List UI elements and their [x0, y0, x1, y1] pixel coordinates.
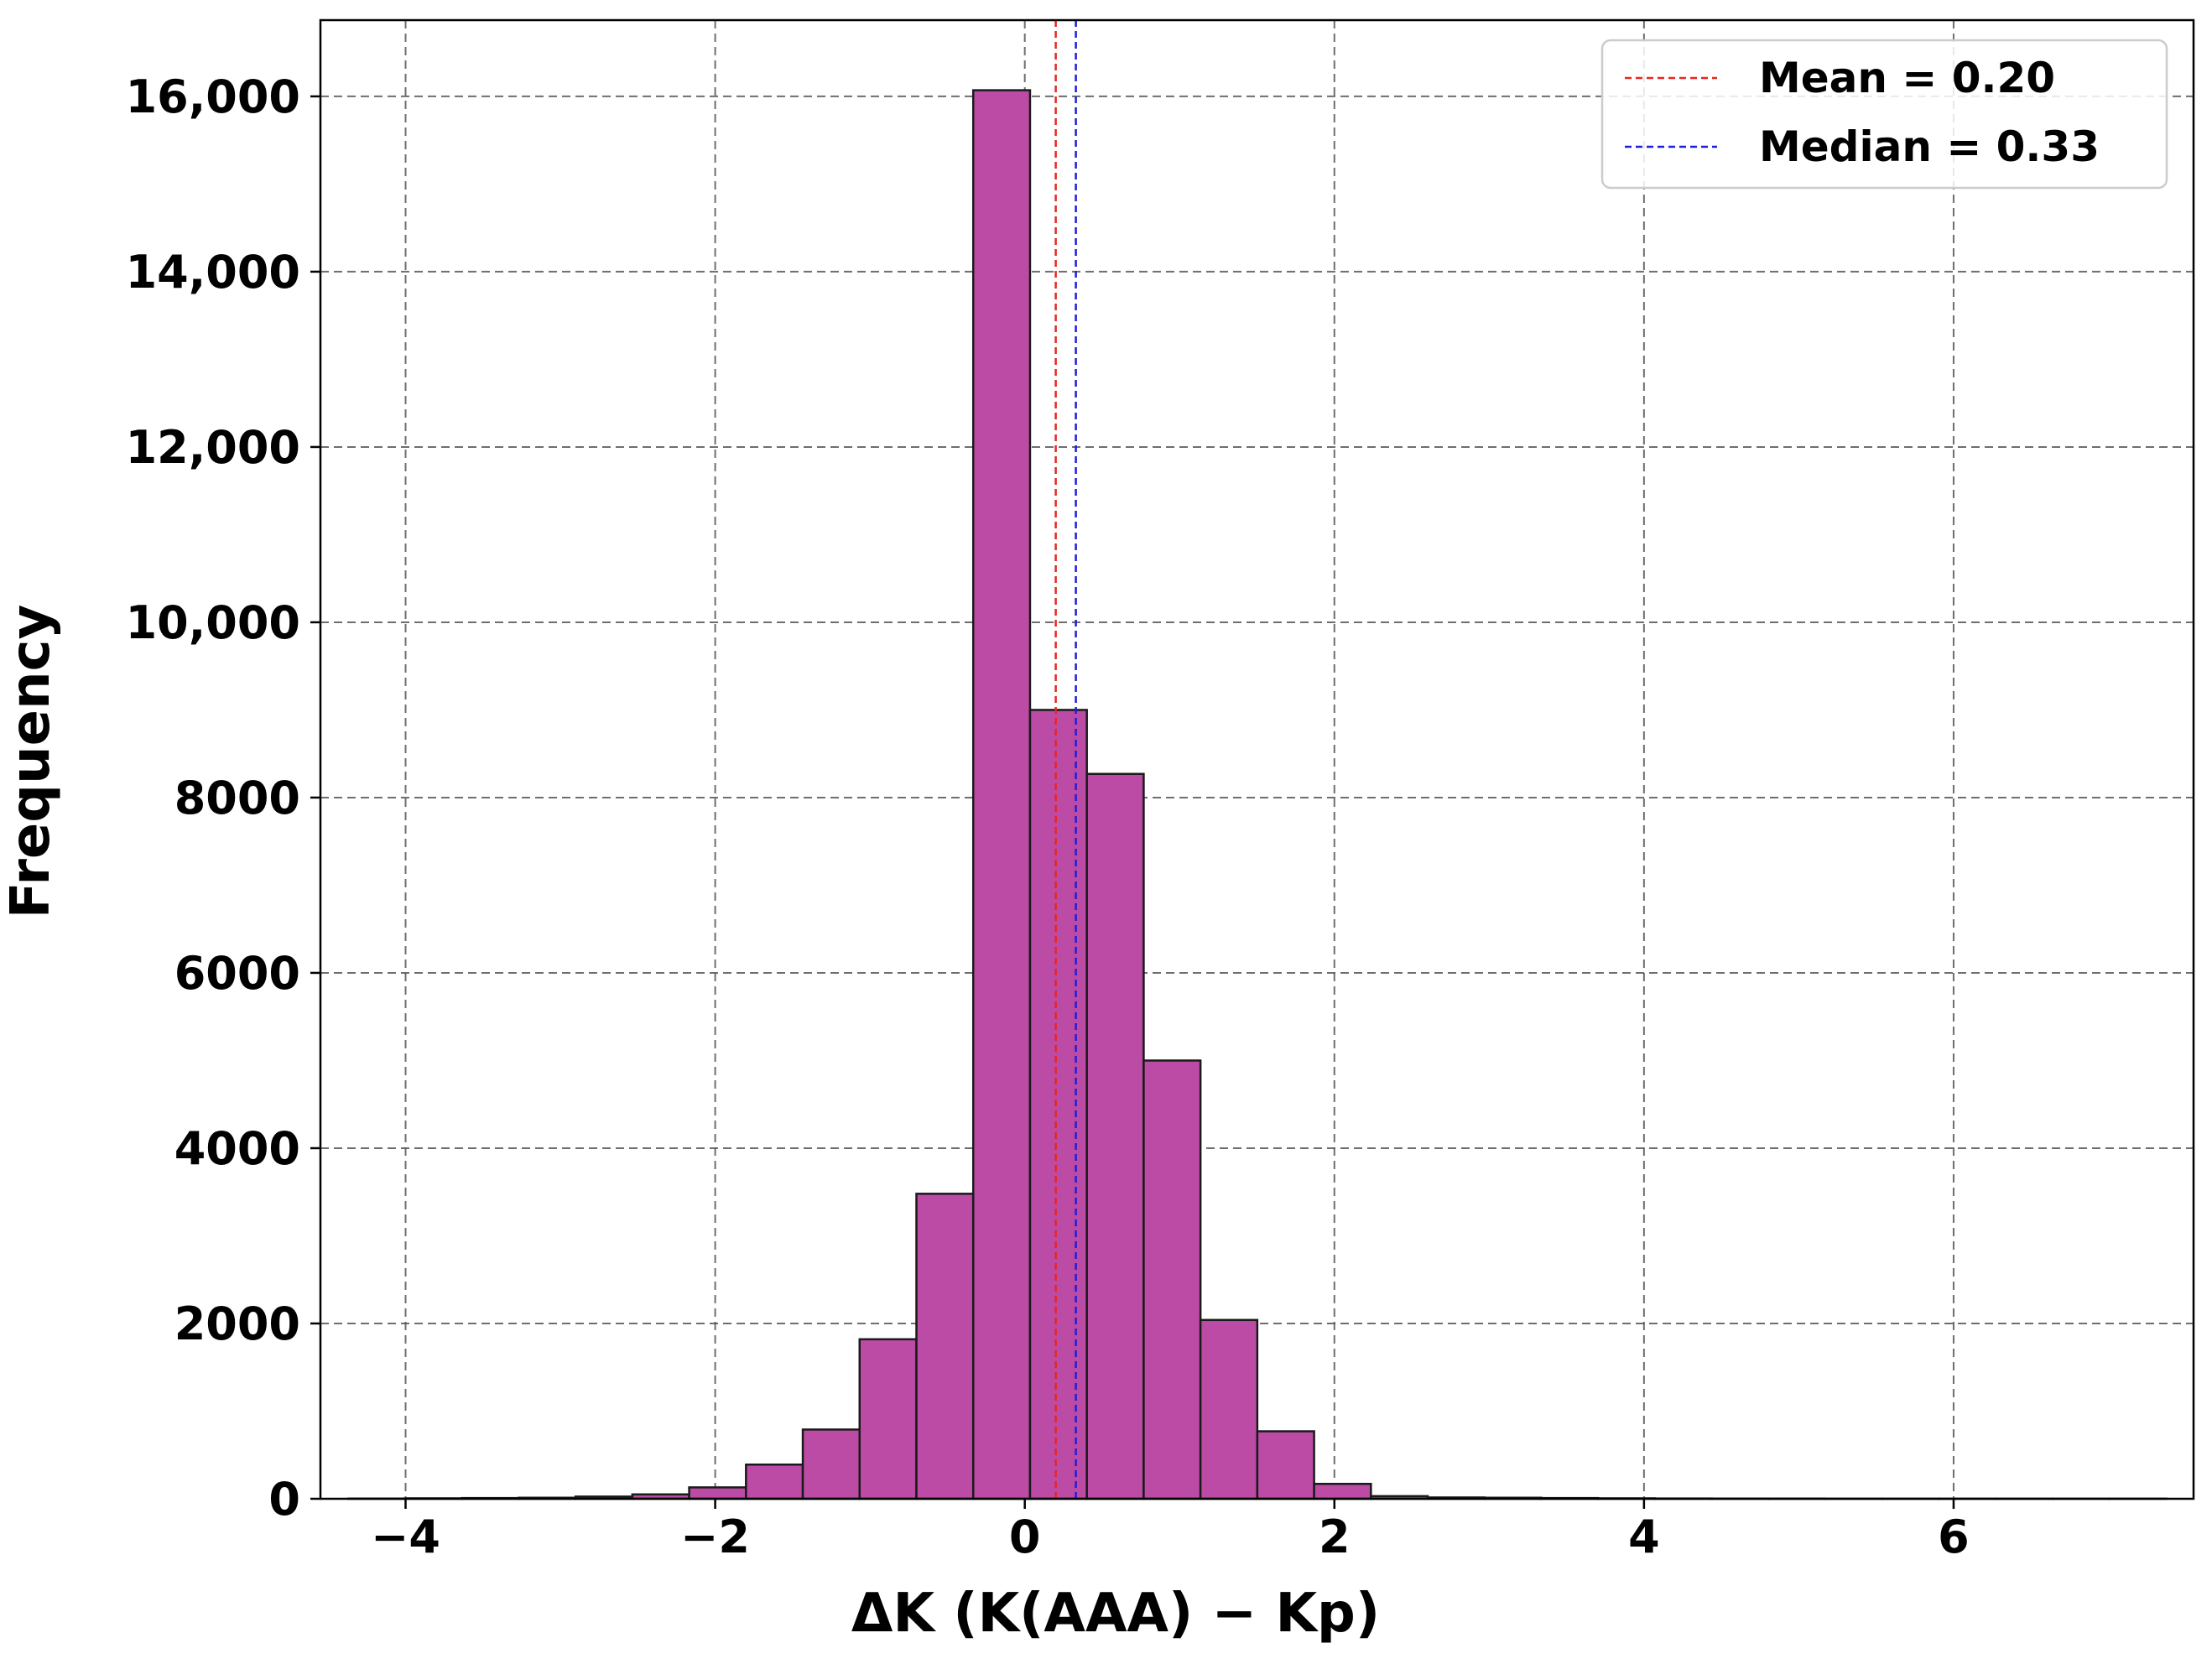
histogram-bar: [690, 1487, 747, 1499]
histogram-bar: [803, 1429, 860, 1499]
histogram-bar: [917, 1193, 974, 1499]
histogram-bar: [1257, 1432, 1314, 1499]
legend-mean-label: Mean = 0.20: [1759, 54, 2055, 102]
y-tick-label: 2000: [174, 1297, 300, 1350]
x-tick-label: −2: [680, 1511, 750, 1563]
x-tick-label: 4: [1628, 1511, 1660, 1563]
histogram-bar: [1087, 774, 1144, 1499]
x-tick-label: 2: [1319, 1511, 1351, 1563]
x-tick-label: −4: [371, 1511, 440, 1563]
x-tick-label: 6: [1938, 1511, 1970, 1563]
legend: Mean = 0.20 Median = 0.33: [1602, 40, 2167, 188]
y-tick-label: 6000: [174, 947, 300, 1000]
histogram-bar: [1200, 1320, 1257, 1499]
histogram-bar: [860, 1339, 917, 1499]
histogram-bar: [1143, 1060, 1200, 1499]
histogram-bar: [973, 91, 1030, 1499]
y-tick-label: 14,000: [126, 246, 300, 299]
y-tick-label: 0: [268, 1473, 300, 1526]
x-tick-label: 0: [1009, 1511, 1041, 1563]
y-tick-label: 10,000: [126, 596, 300, 649]
x-axis-label: ΔK (K(AAA) − Kp): [851, 1583, 1380, 1645]
y-tick-label: 16,000: [126, 70, 300, 123]
legend-median-label: Median = 0.33: [1759, 122, 2100, 171]
y-axis-label: Frequency: [0, 605, 62, 919]
y-tick-label: 12,000: [126, 421, 300, 474]
y-tick-label: 8000: [174, 772, 300, 824]
y-tick-label: 4000: [174, 1122, 300, 1175]
histogram-bar: [1030, 710, 1087, 1499]
histogram-bar: [746, 1464, 803, 1499]
histogram-bar: [1314, 1484, 1371, 1499]
